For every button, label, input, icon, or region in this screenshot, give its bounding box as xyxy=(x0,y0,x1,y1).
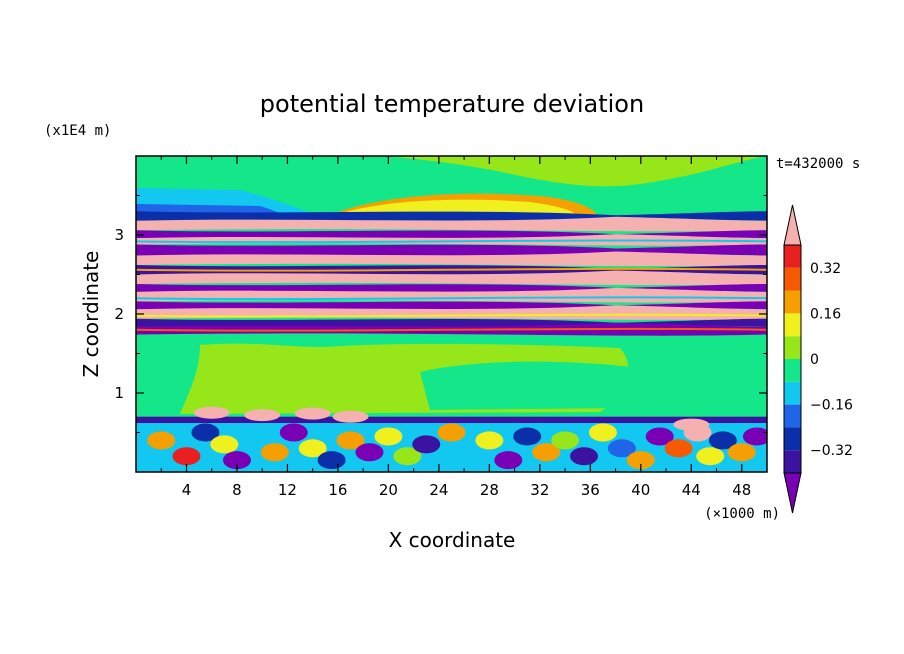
colorbar-label: −0.32 xyxy=(810,443,853,459)
field-eddy xyxy=(708,431,737,450)
field-eddy xyxy=(317,451,346,470)
field-eddy xyxy=(727,443,756,462)
x-axis-title: X coordinate xyxy=(389,528,516,552)
field-eddy xyxy=(696,447,725,466)
y-tick-label: 1 xyxy=(114,384,124,402)
y-tick-label: 2 xyxy=(114,305,124,323)
field-eddy xyxy=(475,431,504,450)
field-band-edge xyxy=(136,267,767,272)
field-band-layers xyxy=(136,211,767,336)
x-tick-label: 16 xyxy=(328,481,347,499)
field-eddy xyxy=(210,435,239,454)
y-axis-title: Z coordinate xyxy=(79,251,103,378)
field-band-edge xyxy=(136,239,767,244)
colorbar-swatch xyxy=(784,404,801,428)
x-tick-label: 8 xyxy=(232,481,242,499)
colorbar-swatch xyxy=(784,267,801,291)
colorbar-label: 0.16 xyxy=(810,306,841,322)
field-eddy xyxy=(645,427,674,446)
colorbar-label: 0.32 xyxy=(810,261,841,277)
colorbar-label: 0 xyxy=(810,352,819,368)
field-eddy xyxy=(494,451,523,470)
heatmap-field xyxy=(136,156,767,472)
field-eddy xyxy=(332,410,369,423)
field-eddy xyxy=(355,443,384,462)
x-tick-label: 20 xyxy=(379,481,398,499)
time-label: t=432000 s xyxy=(776,156,860,172)
field-eddy xyxy=(456,443,485,462)
colorbar-swatch xyxy=(784,245,801,268)
field-eddy xyxy=(412,435,441,454)
field-eddy xyxy=(147,431,176,450)
y-unit-label: (x1E4 m) xyxy=(44,123,111,139)
colorbar-swatch xyxy=(784,336,801,359)
field-patch-mid-green xyxy=(420,361,655,410)
field-eddy xyxy=(260,443,289,462)
colorbar-swatch xyxy=(784,313,801,337)
field-eddy xyxy=(393,447,422,466)
x-tick-label: 28 xyxy=(480,481,499,499)
x-tick-label: 32 xyxy=(530,481,549,499)
colorbar-label: −0.16 xyxy=(810,398,853,414)
field-band xyxy=(136,216,767,232)
field-eddy xyxy=(136,416,767,424)
field-turbulent-eddies xyxy=(136,406,767,470)
chart-title: potential temperature deviation xyxy=(260,90,644,118)
x-axis: 4 8 12 16 20 24 28 32 36 40 44 48 xyxy=(160,156,751,499)
field-band xyxy=(136,270,767,286)
x-unit-label: (×1000 m) xyxy=(704,506,780,522)
colorbar-swatch xyxy=(784,359,801,382)
x-tick-label: 48 xyxy=(732,481,751,499)
field-eddy xyxy=(607,439,636,458)
field-eddy xyxy=(279,423,308,442)
field-eddy xyxy=(336,431,365,450)
field-eddy xyxy=(742,427,767,446)
field-eddy xyxy=(222,451,251,470)
field-eddy xyxy=(294,407,331,420)
colorbar-extend-low xyxy=(783,472,802,514)
field-band-edge xyxy=(136,313,767,318)
colorbar-frame xyxy=(783,244,802,474)
x-tick-label: 12 xyxy=(278,481,297,499)
x-tick-label: 40 xyxy=(631,481,650,499)
field-patch-top-positive xyxy=(300,156,767,187)
field-eddy xyxy=(673,418,710,431)
colorbar-swatch xyxy=(784,450,801,473)
field-eddy xyxy=(570,447,599,466)
x-tick-label: 44 xyxy=(682,481,701,499)
x-tick-label: 36 xyxy=(581,481,600,499)
x-tick-label: 4 xyxy=(182,481,192,499)
y-tick-label: 3 xyxy=(114,226,124,244)
field-eddy xyxy=(513,427,542,446)
field-eddy xyxy=(191,423,220,442)
field-eddy xyxy=(193,406,230,419)
colorbar: 0.32 0.16 0 −0.16 −0.32 xyxy=(783,204,853,514)
colorbar-swatch xyxy=(784,290,801,314)
colorbar-extend-high xyxy=(783,204,802,246)
field-eddy xyxy=(626,451,655,470)
field-eddy xyxy=(664,439,693,458)
colorbar-swatch xyxy=(784,381,801,405)
y-axis: 1 2 3 xyxy=(114,195,767,433)
field-eddy xyxy=(172,447,201,466)
field-eddy xyxy=(244,409,281,422)
field-eddy xyxy=(532,443,561,462)
field-eddy xyxy=(298,439,327,458)
field-eddy xyxy=(551,431,580,450)
field-eddy xyxy=(374,427,403,446)
field-eddy xyxy=(588,423,617,442)
x-tick-label: 24 xyxy=(429,481,448,499)
field-eddy xyxy=(437,423,466,442)
field-eddy xyxy=(241,431,270,450)
field-band-edge xyxy=(136,296,767,301)
colorbar-swatch xyxy=(784,427,801,451)
field-band-edge xyxy=(136,327,767,332)
field-band xyxy=(136,251,767,267)
